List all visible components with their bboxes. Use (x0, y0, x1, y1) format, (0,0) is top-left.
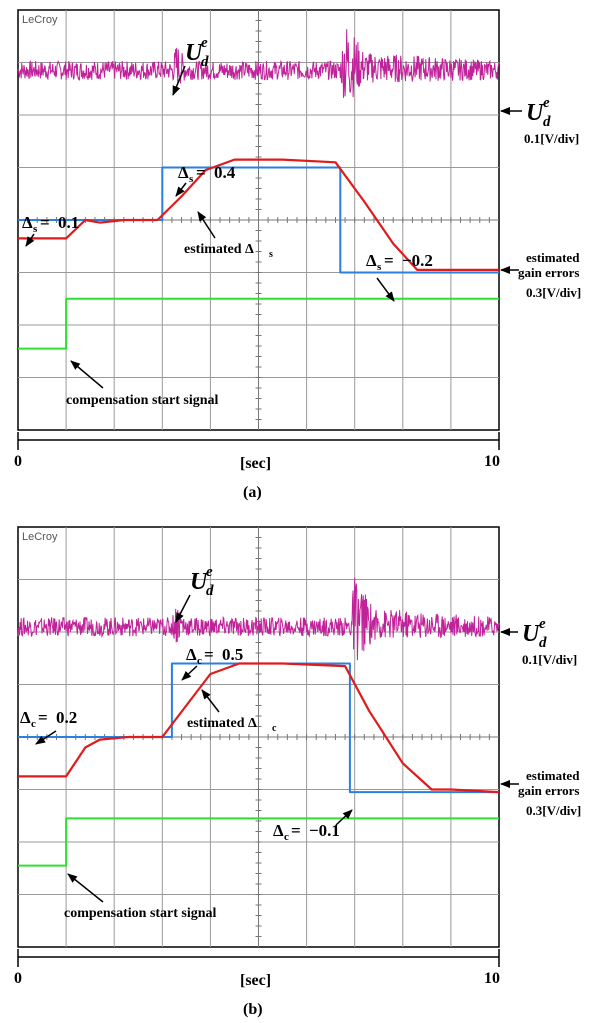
svg-text:s: s (189, 173, 194, 185)
svg-text:U: U (185, 40, 204, 66)
svg-text:s: s (33, 223, 38, 235)
trace-estimated-b (18, 662, 500, 794)
svg-text:c: c (284, 831, 289, 843)
svg-text:estimated Δ: estimated Δ (187, 716, 257, 731)
trace-estimated-a (18, 158, 499, 271)
delta-arrow-1-b (35, 730, 57, 745)
trace-ud-b (17, 577, 500, 661)
x-axis-label-b: [sec] (240, 972, 271, 989)
ud-label-right-a: U e d (526, 95, 551, 130)
svg-text:e: e (539, 616, 546, 632)
ud-label-top-a: U e d (185, 35, 209, 70)
gain-scale-b: 0.3[V/div] (526, 803, 581, 818)
x-tick-label-0-b: 0 (14, 970, 22, 987)
estimated-label-a: estimated Δ s (184, 242, 273, 260)
ud-arrow-top-a (172, 65, 186, 96)
gain-label-1-a: estimated (526, 250, 580, 265)
svg-text:U: U (190, 569, 209, 595)
svg-text:Δ: Δ (366, 251, 377, 270)
delta-label-2-a: Δ s = 0.4 (178, 163, 236, 185)
delta-label-2-b: Δ c = 0.5 (186, 645, 243, 667)
start-arrow-a (70, 360, 104, 389)
delta-label-3-b: Δ c = −0.1 (273, 821, 340, 843)
ud-label-right-b: U e d (522, 616, 547, 651)
svg-text:0.4: 0.4 (214, 163, 236, 182)
x-tick-label-0-a: 0 (14, 453, 22, 470)
svg-text:e: e (206, 564, 213, 580)
scope-logo-b: LeCroy (22, 531, 58, 543)
delta-label-1-b: Δ c = 0.2 (20, 708, 77, 730)
panel-a: LeCroy U e d U e d 0.1[V/div] Δ s = 0.1 … (14, 9, 581, 501)
estimated-label-b: estimated Δ c (187, 716, 277, 734)
traces-a (17, 29, 500, 350)
svg-text:e: e (201, 35, 208, 51)
svg-text:=: = (204, 645, 214, 664)
x-tick-label-10-b: 10 (484, 970, 500, 987)
svg-text:Δ: Δ (273, 821, 284, 840)
svg-text:estimated Δ: estimated Δ (184, 242, 254, 257)
scope-logo-a: LeCroy (22, 14, 58, 26)
svg-text:Δ: Δ (20, 708, 31, 727)
svg-text:s: s (377, 261, 382, 273)
svg-text:e: e (543, 95, 550, 111)
svg-text:0.1: 0.1 (58, 213, 79, 232)
estimated-arrow-a (197, 211, 216, 239)
svg-text:Δ: Δ (22, 213, 33, 232)
svg-text:=: = (40, 213, 50, 232)
ud-scale-a: 0.1[V/div] (524, 131, 579, 146)
svg-text:=: = (291, 821, 301, 840)
caption-a: (a) (243, 484, 262, 501)
svg-text:s: s (269, 249, 273, 260)
start-label-b: compensation start signal (64, 906, 217, 921)
traces-b (17, 577, 500, 867)
svg-text:d: d (543, 114, 551, 130)
ud-label-top-b: U e d (190, 564, 214, 599)
panel-b: LeCroy U e d U e d 0.1[V/div] Δ c = 0.2 … (14, 526, 581, 1018)
trace-ud-a (17, 29, 500, 98)
svg-text:=: = (38, 708, 48, 727)
gain-label-1-b: estimated (526, 768, 580, 783)
ud-scale-b: 0.1[V/div] (522, 652, 577, 667)
trace-start-signal-b (18, 817, 499, 867)
caption-b: (b) (243, 1001, 263, 1018)
delta-arrow-2-a (175, 182, 187, 197)
x-axis-label-a: [sec] (240, 455, 271, 472)
svg-text:=: = (196, 163, 206, 182)
svg-text:−0.1: −0.1 (309, 821, 340, 840)
svg-text:=: = (384, 251, 394, 270)
gain-scale-a: 0.3[V/div] (526, 285, 581, 300)
x-tick-label-10-a: 10 (484, 453, 500, 470)
trace-start-signal-a (18, 297, 499, 350)
start-arrow-b (67, 873, 104, 903)
svg-text:−0.2: −0.2 (402, 251, 433, 270)
ud-arrow-top-b (175, 594, 191, 623)
svg-text:d: d (539, 635, 547, 651)
svg-text:c: c (31, 718, 36, 730)
svg-text:Δ: Δ (186, 645, 197, 664)
svg-text:0.2: 0.2 (56, 708, 77, 727)
start-label-a: compensation start signal (66, 393, 219, 408)
gain-label-2-b: gain errors (518, 783, 580, 798)
svg-text:c: c (272, 723, 277, 734)
delta-arrow-1-a (25, 233, 35, 247)
delta-arrow-3-b (335, 809, 353, 826)
svg-text:c: c (197, 655, 202, 667)
svg-text:d: d (206, 583, 214, 599)
svg-text:d: d (201, 54, 209, 70)
delta-label-1-a: Δ s = 0.1 (22, 213, 79, 235)
svg-text:U: U (522, 621, 541, 647)
svg-text:Δ: Δ (178, 163, 189, 182)
gain-label-2-a: gain errors (518, 265, 580, 280)
delta-arrow-3-a (376, 277, 395, 302)
delta-label-3-a: Δ s = −0.2 (366, 251, 433, 273)
svg-text:0.5: 0.5 (222, 645, 243, 664)
svg-text:U: U (526, 100, 545, 126)
estimated-arrow-b (201, 689, 220, 713)
delta-arrow-2-b (181, 665, 198, 681)
